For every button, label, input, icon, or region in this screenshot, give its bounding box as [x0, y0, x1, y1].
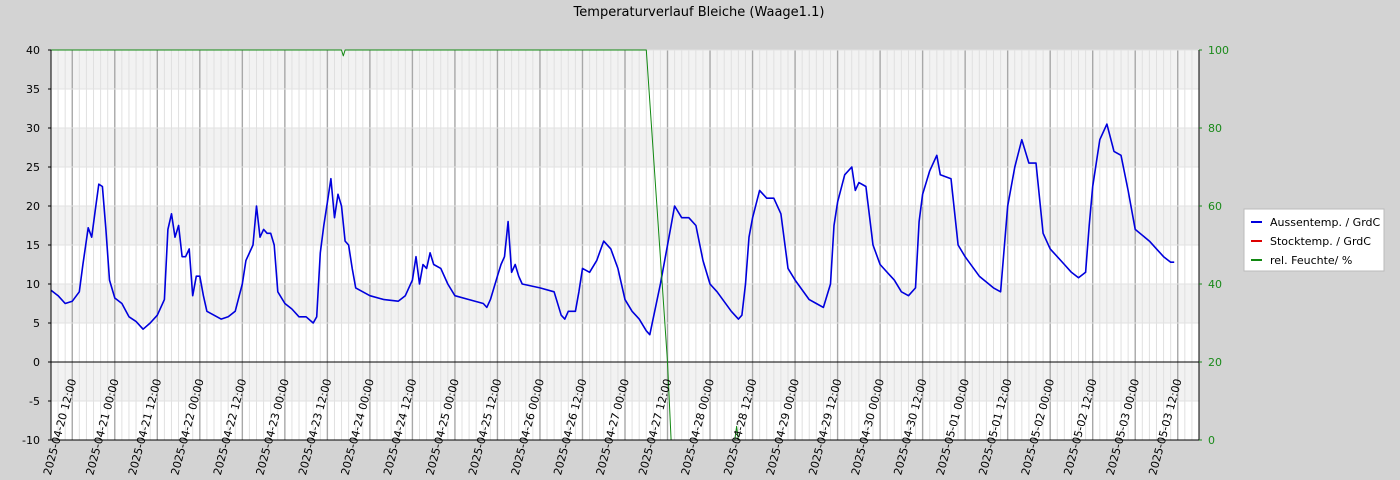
series-line-0	[50, 123, 1175, 336]
y-right-tick-label: 40	[1208, 278, 1222, 291]
y-left-tick-label: 0	[33, 356, 40, 369]
y-left-tick-label: 15	[26, 239, 40, 252]
y-right-tick-label: 0	[1208, 434, 1215, 447]
chart-title: Temperaturverlauf Bleiche (Waage1.1)	[573, 5, 825, 20]
legend-label: Aussentemp. / GrdC	[1270, 216, 1381, 229]
series-line-2	[51, 49, 1175, 441]
y-left-tick-label: 5	[33, 317, 40, 330]
y-left-tick-label: -5	[29, 395, 40, 408]
y-right-tick-label: 60	[1208, 200, 1222, 213]
y-right-tick-label: 20	[1208, 356, 1222, 369]
y-left-tick-label: 25	[26, 161, 40, 174]
y-left-tick-label: 20	[26, 200, 40, 213]
legend-label: Stocktemp. / GrdC	[1270, 235, 1371, 248]
legend: Aussentemp. / GrdC Stocktemp. / GrdC rel. …	[1243, 208, 1385, 272]
legend-box	[1243, 208, 1385, 272]
y-left-tick-label: -10	[22, 434, 40, 447]
y-left-tick-label: 40	[26, 44, 40, 57]
y-right-tick-label: 80	[1208, 122, 1222, 135]
legend-label: rel. Feuchte/ %	[1270, 254, 1352, 267]
y-right-tick-label: 100	[1208, 44, 1229, 57]
y-left-tick-label: 35	[26, 83, 40, 96]
y-left-tick-label: 30	[26, 122, 40, 135]
y-left-tick-label: 10	[26, 278, 40, 291]
